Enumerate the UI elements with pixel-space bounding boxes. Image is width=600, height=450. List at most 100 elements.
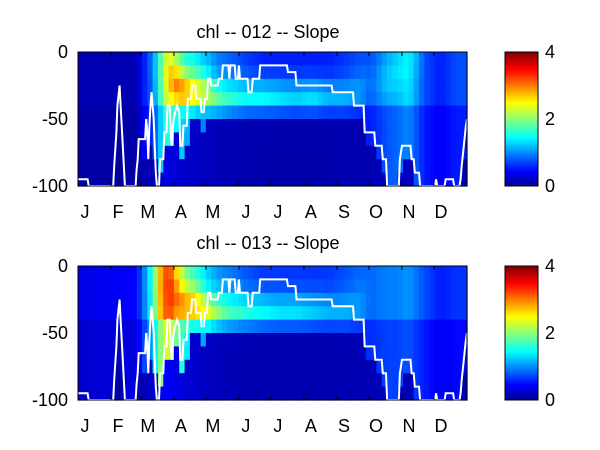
heatmap-cell — [312, 266, 319, 280]
heatmap-cell — [408, 279, 415, 294]
heatmap-cell — [120, 105, 127, 120]
y-tick-label: 0 — [58, 42, 68, 62]
heatmap-cell — [221, 145, 228, 160]
colorbar-tick-label: 0 — [545, 176, 555, 196]
heatmap-cell — [365, 119, 372, 133]
heatmap-cell — [333, 279, 340, 294]
heatmap-cell — [333, 266, 340, 280]
heatmap-cell — [301, 52, 308, 66]
heatmap-cell — [419, 132, 425, 147]
heatmap-cell — [440, 386, 447, 401]
heatmap-cell — [141, 159, 148, 174]
heatmap-cell — [152, 346, 159, 361]
heatmap-cell — [109, 279, 116, 294]
heatmap-cell — [147, 373, 154, 388]
heatmap-cell — [296, 119, 303, 133]
x-tick-label: J — [241, 416, 250, 436]
heatmap-cell — [349, 145, 356, 160]
heatmap-cell — [301, 159, 308, 174]
heatmap-cell — [141, 52, 148, 66]
heatmap-cell — [237, 159, 244, 174]
x-tick-label: A — [175, 416, 187, 436]
heatmap-cell — [371, 78, 378, 93]
heatmap-cell — [227, 333, 234, 347]
heatmap-cell — [317, 65, 324, 80]
heatmap-cell — [205, 105, 212, 120]
heatmap-cell — [227, 266, 234, 280]
heatmap-cell — [275, 132, 282, 147]
heatmap-cell — [461, 172, 468, 187]
heatmap-cell — [259, 92, 266, 107]
heatmap-cell — [115, 373, 122, 388]
heatmap-cell — [387, 159, 393, 174]
heatmap-cell — [269, 346, 276, 361]
heatmap-cell — [296, 359, 303, 374]
heatmap-cell — [429, 92, 436, 107]
heatmap-cell — [387, 145, 393, 160]
heatmap-cell — [285, 145, 292, 160]
heatmap-cell — [365, 359, 372, 374]
heatmap-cell — [179, 65, 186, 80]
heatmap-cell — [445, 266, 452, 280]
heatmap-cell — [344, 92, 351, 107]
heatmap-cell — [333, 132, 340, 147]
heatmap-cell — [253, 373, 260, 388]
heatmap-cell — [376, 386, 383, 401]
heatmap-cell — [173, 346, 180, 361]
heatmap-cell — [99, 132, 106, 147]
heatmap-cell — [179, 386, 186, 401]
heatmap-cell — [83, 132, 90, 147]
heatmap-cell — [392, 306, 399, 321]
heatmap-cell — [328, 306, 335, 321]
heatmap-cell — [78, 145, 84, 160]
heatmap-cell — [195, 132, 202, 147]
heatmap-cell — [173, 359, 180, 374]
heatmap-cell — [99, 359, 106, 374]
heatmap-cell — [88, 333, 95, 347]
heatmap-cell — [211, 92, 218, 107]
heatmap-cell — [461, 386, 468, 401]
colorbar-tick-label: 0 — [545, 390, 555, 410]
heatmap-cell — [360, 292, 367, 307]
heatmap-cell — [157, 292, 164, 307]
heatmap-cell — [323, 279, 330, 294]
heatmap-cell — [243, 159, 250, 174]
heatmap-cell — [344, 346, 351, 361]
heatmap-cell — [184, 279, 191, 294]
heatmap-cell — [216, 359, 223, 374]
heatmap-cell — [168, 92, 175, 107]
heatmap-cell — [387, 346, 393, 361]
heatmap-cell — [291, 119, 298, 133]
heatmap-cell — [456, 306, 463, 321]
heatmap-cell — [131, 333, 138, 347]
heatmap-cell — [339, 52, 346, 66]
heatmap-cell — [115, 132, 122, 147]
y-tick-label: -100 — [32, 176, 68, 196]
heatmap-cell — [317, 119, 324, 133]
heatmap-cell — [163, 386, 170, 401]
heatmap-cell — [365, 52, 372, 66]
heatmap-cell — [184, 292, 191, 307]
heatmap-cell — [435, 105, 441, 120]
heatmap-cell — [147, 65, 154, 80]
heatmap-cell — [376, 52, 383, 66]
heatmap-cell — [344, 279, 351, 294]
heatmap-cell — [93, 386, 100, 401]
heatmap-cell — [440, 359, 447, 374]
heatmap-cell — [312, 172, 319, 187]
heatmap-cell — [184, 373, 191, 388]
heatmap-cell — [221, 119, 228, 133]
heatmap-cell — [424, 145, 431, 160]
heatmap-cell — [200, 373, 207, 388]
heatmap-cell — [397, 292, 404, 307]
heatmap-cell — [280, 172, 287, 187]
heatmap-cell — [280, 159, 287, 174]
heatmap-cell — [397, 92, 404, 107]
heatmap-cell — [163, 78, 170, 93]
heatmap-cell — [456, 373, 463, 388]
heatmap-cell — [264, 119, 271, 133]
heatmap-cell — [344, 52, 351, 66]
heatmap-cell — [168, 319, 175, 334]
heatmap-cell — [253, 78, 260, 93]
heatmap-cell — [115, 65, 122, 80]
